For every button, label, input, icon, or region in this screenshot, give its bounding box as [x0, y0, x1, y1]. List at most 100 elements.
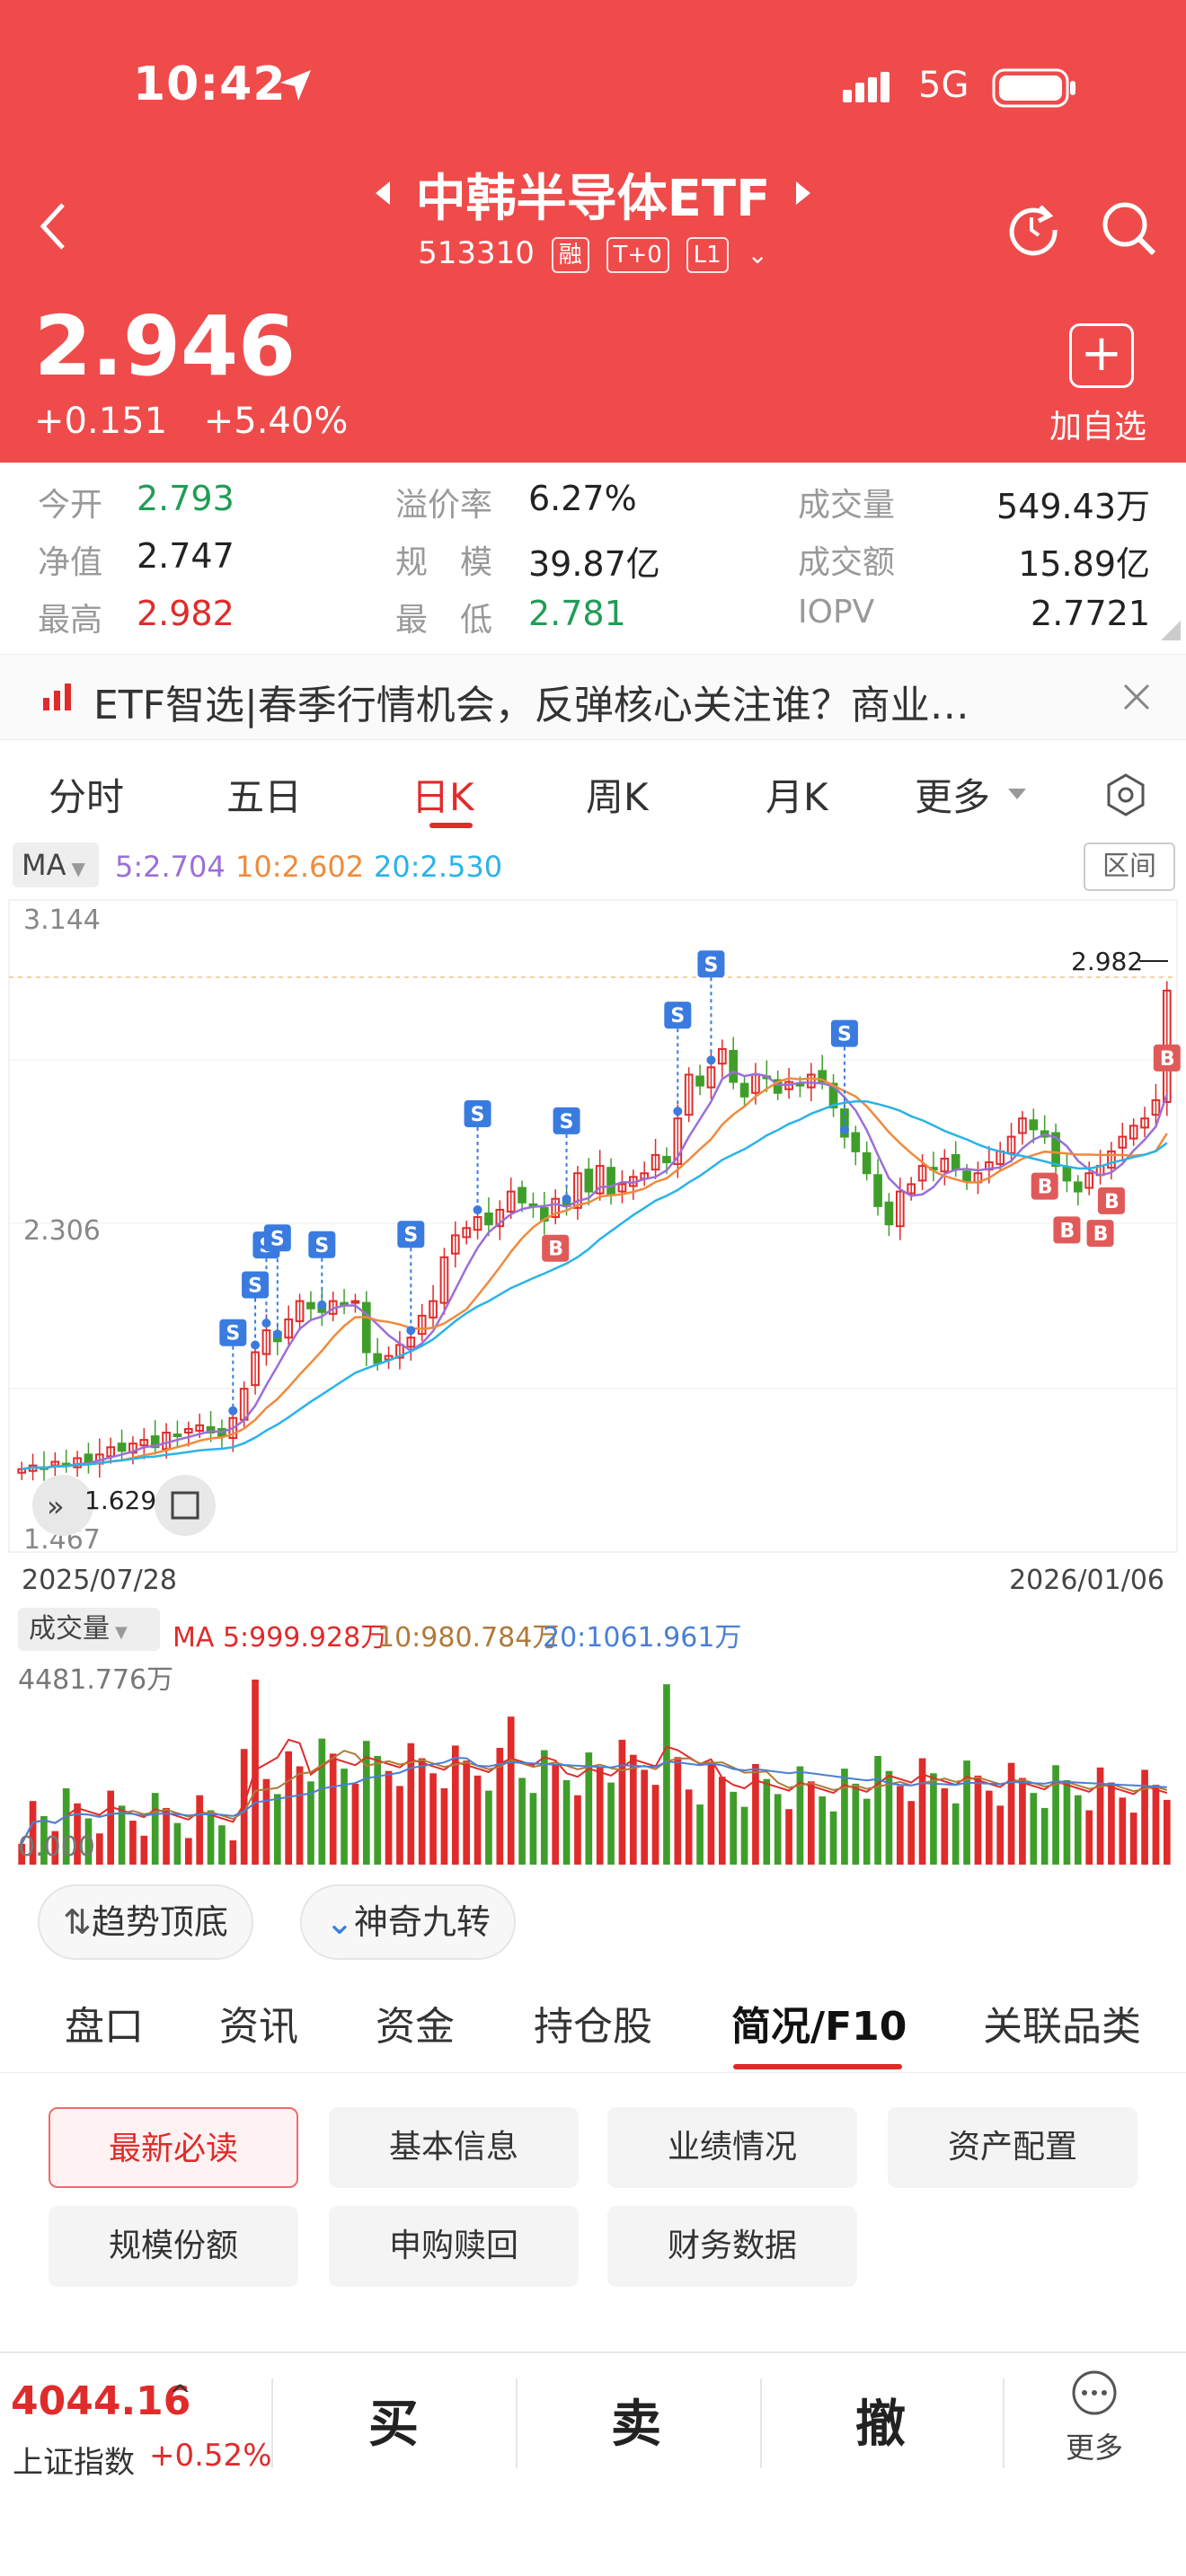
candle — [940, 1157, 950, 1173]
latest-must-read-button[interactable]: 最新必读 — [49, 2107, 298, 2188]
subscribe-redeem-button[interactable]: 申购赎回 — [329, 2206, 579, 2287]
trend-top-bottom-chip[interactable]: ⇅趋势顶底 — [38, 1884, 253, 1960]
fund-code: 513310 — [418, 235, 535, 271]
sell-button[interactable]: 卖 — [611, 2395, 661, 2454]
volume-bar — [874, 1755, 881, 1865]
volume-bar — [151, 1793, 159, 1865]
candle — [284, 1318, 294, 1339]
tab-f10[interactable]: 简况/F10 — [731, 2004, 907, 2050]
volume-bar — [941, 1788, 949, 1865]
buy-button[interactable]: 买 — [368, 2395, 419, 2454]
news-banner[interactable]: ETF智选|春季行情机会，反弹核心关注谁？商业… — [0, 654, 1186, 740]
volume-bar — [1141, 1769, 1148, 1865]
close-icon[interactable] — [1121, 682, 1152, 712]
tab-monthly-k[interactable]: 月K — [766, 775, 828, 819]
more-icon[interactable] — [1071, 2369, 1118, 2416]
asset-allocation-button[interactable]: 资产配置 — [888, 2107, 1137, 2188]
volume-bar — [285, 1751, 293, 1865]
settings-icon[interactable] — [1103, 772, 1148, 817]
index-name[interactable]: 上证指数 — [13, 2445, 135, 2481]
sell-signal-letter: S — [471, 1104, 485, 1126]
candle — [884, 1201, 894, 1226]
more-label[interactable]: 更多 — [1066, 2430, 1124, 2465]
volume-bar — [329, 1753, 337, 1865]
expand-corner-icon[interactable] — [1161, 621, 1181, 640]
candle — [1140, 1117, 1149, 1129]
index-value[interactable]: 4044.16 — [11, 2378, 191, 2424]
fullscreen-button[interactable] — [155, 1475, 216, 1536]
location-arrow-icon — [280, 70, 311, 101]
tab-intraday[interactable]: 分时 — [49, 775, 125, 819]
candle — [195, 1424, 205, 1432]
collapse-signals-button[interactable]: » — [32, 1475, 93, 1536]
tab-more[interactable]: 更多 — [915, 775, 991, 819]
basic-info-button[interactable]: 基本信息 — [329, 2107, 579, 2188]
volume-bar — [529, 1793, 537, 1865]
volume-chart[interactable]: 4481.776万 0.000 — [0, 1653, 1186, 1868]
candlestick-chart[interactable]: 3.144 2.306 1.467 2.982 » 1.629 SSS S SS SS… — [0, 898, 1186, 1554]
candle — [951, 1153, 960, 1171]
magic-nine-chip[interactable]: ⌄神奇九转 — [300, 1884, 516, 1960]
sell-signal-dot — [228, 1406, 238, 1416]
candle — [450, 1234, 460, 1255]
header-bar: 10:42 5G 中韩半导体ETF 513310 融 T+0 L1 ⌄ 2.94… — [0, 0, 1186, 463]
add-watchlist-label[interactable]: 加自选 — [1049, 409, 1147, 446]
scale-shares-button[interactable]: 规模份额 — [49, 2206, 298, 2287]
vol-ma20-line — [21, 1756, 1167, 1845]
cancel-order-button[interactable]: 撤 — [855, 2395, 906, 2454]
volume-bar — [29, 1801, 37, 1865]
prev-fund-icon[interactable] — [370, 178, 395, 208]
candle — [117, 1442, 127, 1452]
volume-bar — [485, 1790, 492, 1865]
tab-quote-panel[interactable]: 盘口 — [65, 2004, 144, 2050]
fund-code-row: 513310 融 T+0 L1 ⌄ — [0, 235, 1186, 273]
nine-turn-icon: ⌄ — [325, 1902, 354, 1942]
divider — [516, 2378, 518, 2468]
volume-bar — [218, 1825, 226, 1865]
performance-button[interactable]: 业绩情况 — [607, 2107, 857, 2188]
ma-selector[interactable]: MA ▼ — [13, 842, 99, 887]
add-watchlist-icon[interactable]: + — [1069, 323, 1134, 388]
volume-bar — [951, 1803, 960, 1865]
tab-news[interactable]: 资讯 — [219, 2004, 298, 2050]
volume-bar — [51, 1831, 59, 1865]
volume-bar — [196, 1795, 204, 1865]
financial-data-button[interactable]: 财务数据 — [607, 2206, 857, 2287]
tab-weekly-k[interactable]: 周K — [586, 775, 649, 819]
ma-legend: MA ▼ 5:2.704 10:2.602 20:2.530 区间 — [0, 842, 1186, 898]
next-fund-icon[interactable] — [791, 178, 816, 208]
refresh-icon[interactable] — [1005, 199, 1062, 257]
back-icon[interactable] — [36, 201, 72, 251]
signal-icon — [843, 72, 890, 102]
stat-nav: 2.747 — [137, 536, 235, 576]
x-end-date: 2026/01/06 — [1009, 1565, 1164, 1596]
caret-up-icon: ^ — [169, 2380, 192, 2412]
info-tabs: 盘口 资讯 资金 持仓股 简况/F10 关联品类 — [0, 1976, 1186, 2073]
tab-daily-k[interactable]: 日K — [412, 775, 474, 819]
vol-ma5: MA 5:999.928万 — [173, 1622, 388, 1654]
sell-signal-dot — [706, 1055, 716, 1065]
ma5-line — [22, 1070, 1168, 1470]
stat-volume: 549.43万 — [996, 487, 1150, 526]
candle — [506, 1190, 516, 1213]
tab-related[interactable]: 关联品类 — [983, 2004, 1141, 2050]
volume-bar — [318, 1738, 326, 1865]
range-button[interactable]: 区间 — [1084, 842, 1175, 891]
tab-funds[interactable]: 资金 — [376, 2004, 455, 2050]
caret-down-icon — [1008, 789, 1026, 799]
sell-signal-dot — [272, 1329, 282, 1339]
sell-signal-badge — [397, 1221, 425, 1248]
sell-signal-badge — [664, 1001, 692, 1029]
chevron-down-icon[interactable]: ⌄ — [747, 240, 768, 269]
volume-bar — [1108, 1782, 1115, 1865]
sell-signal-dot — [562, 1194, 571, 1204]
banner-text[interactable]: ETF智选|春季行情机会，反弹核心关注谁？商业… — [93, 683, 969, 728]
tab-holdings[interactable]: 持仓股 — [534, 2004, 652, 2050]
volume-bar — [496, 1747, 504, 1865]
volume-bar — [562, 1780, 571, 1865]
vol-ma5-line — [21, 1738, 1168, 1845]
volume-selector[interactable]: 成交量 ▼ — [18, 1608, 160, 1651]
volume-bar — [1096, 1767, 1104, 1865]
search-icon[interactable] — [1100, 199, 1157, 257]
tab-five-day[interactable]: 五日 — [226, 775, 303, 819]
